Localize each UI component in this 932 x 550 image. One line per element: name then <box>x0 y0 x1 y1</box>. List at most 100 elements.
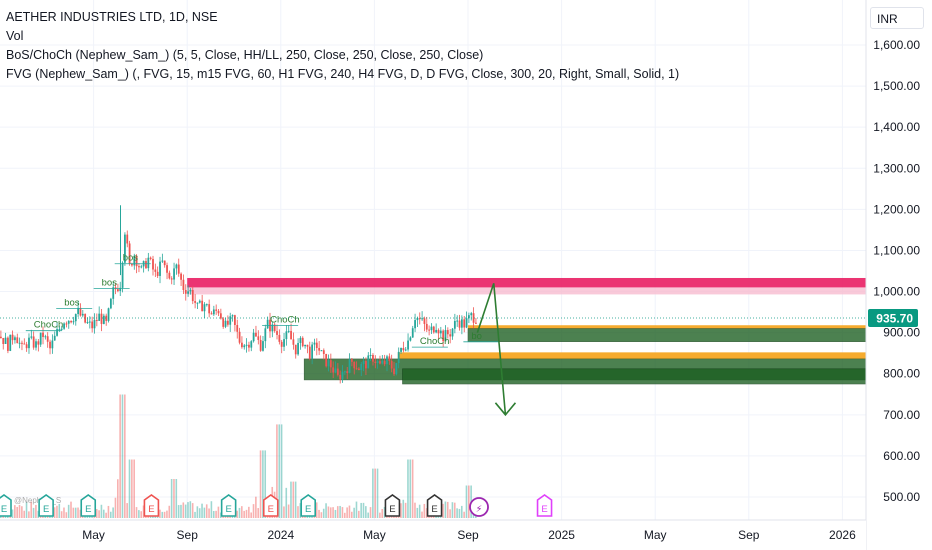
price-tick-label: 1,200.00 <box>873 202 920 216</box>
candle-body <box>170 278 173 280</box>
bos-indicator-label[interactable]: BoS/ChoCh (Nephew_Sam_) (5, 5, Close, HH… <box>6 48 484 62</box>
candle-body <box>325 353 328 367</box>
candle-body <box>81 313 84 316</box>
candle-body <box>294 344 297 355</box>
volume-bar <box>119 394 121 518</box>
price-tick-label: 1,000.00 <box>873 285 920 299</box>
candle-body <box>161 260 164 262</box>
volume-bar <box>121 394 124 518</box>
svg-text:E: E <box>43 504 49 515</box>
volume-bar <box>25 501 28 518</box>
volume-bar <box>241 506 243 518</box>
candle-body <box>435 329 438 333</box>
volume-bar <box>194 511 196 518</box>
price-tick-label: 1,600.00 <box>873 38 920 52</box>
candle-body <box>215 309 218 311</box>
volume-bar <box>423 503 426 518</box>
candle-body <box>276 331 278 335</box>
volume-bar <box>451 502 454 518</box>
symbol-title[interactable]: AETHER INDUSTRIES LTD, 1D, NSE <box>6 10 218 24</box>
candle-body <box>453 321 456 329</box>
volume-bar <box>126 503 128 518</box>
volume-bar <box>280 424 283 518</box>
volume-bar <box>117 479 119 518</box>
candle-body <box>91 321 94 329</box>
volume-bar <box>376 468 379 518</box>
volume-indicator-label[interactable]: Vol <box>6 29 24 43</box>
volume-bar <box>67 504 70 518</box>
earnings-event-icon[interactable]: E <box>384 494 401 517</box>
volume-bar <box>212 510 215 518</box>
volume-bar <box>79 509 82 518</box>
candle-body <box>257 336 260 340</box>
volume-bar <box>255 496 257 518</box>
candle-body <box>390 360 393 369</box>
svg-text:E: E <box>85 504 91 515</box>
volume-bar <box>418 504 421 518</box>
candle-body <box>147 257 150 269</box>
candle-body <box>117 289 119 292</box>
time-tick-label: May <box>363 528 386 542</box>
fvg-indicator-label[interactable]: FVG (Nephew_Sam_) (, FVG, 15, m15 FVG, 6… <box>6 67 680 81</box>
candle-body <box>407 340 409 350</box>
candle-body <box>472 313 475 323</box>
volume-bar <box>329 507 332 518</box>
candle-body <box>395 362 398 375</box>
earnings-event-icon[interactable]: E <box>38 494 54 517</box>
candle-body <box>72 321 75 323</box>
candle-body <box>372 354 374 362</box>
volume-bar <box>196 506 199 518</box>
candle-body <box>131 263 133 266</box>
earnings-event-icon[interactable]: E <box>426 494 443 517</box>
earnings-event-icon[interactable]: E <box>80 494 97 517</box>
volume-bar <box>463 511 465 518</box>
candle-body <box>133 255 136 266</box>
last-price-badge <box>868 308 918 327</box>
candle-body <box>369 354 372 356</box>
candle-body <box>432 326 435 333</box>
split-event-icon[interactable]: ⚡ <box>469 497 489 517</box>
earnings-event-icon[interactable]: E <box>143 494 160 517</box>
volume-bar <box>325 503 327 518</box>
volume-bar <box>14 505 16 518</box>
candle-body <box>376 361 379 363</box>
earnings-event-icon[interactable]: E <box>220 494 237 517</box>
volume-bar <box>114 497 117 518</box>
volume-bar <box>285 487 288 518</box>
candle-body <box>397 351 400 363</box>
candle-body <box>224 320 227 327</box>
projection-arrowhead <box>494 402 517 417</box>
volume-bar <box>65 512 68 518</box>
candle-body <box>365 361 367 369</box>
candle-body <box>355 368 358 370</box>
candle-body <box>430 326 433 331</box>
candle-body <box>460 319 463 328</box>
candle-body <box>226 320 229 325</box>
volume-bar <box>421 511 423 518</box>
candle-body <box>28 337 30 349</box>
volume-bar <box>32 507 35 518</box>
structure-label: bos <box>64 298 80 309</box>
candle-body <box>175 264 178 269</box>
volume-bar <box>72 507 75 518</box>
volume-bar <box>140 511 142 518</box>
candle-body <box>351 359 353 362</box>
earnings-event-icon[interactable]: E <box>0 494 12 517</box>
structure-label: ChoCh <box>420 336 450 347</box>
candle-body <box>65 323 68 325</box>
svg-text:E: E <box>225 504 231 515</box>
volume-bar <box>215 510 217 518</box>
candle-body <box>308 346 311 359</box>
earnings-event-icon[interactable]: E <box>536 494 553 517</box>
candle-body <box>187 291 189 294</box>
chart-legend: AETHER INDUSTRIES LTD, 1D, NSE Vol BoS/C… <box>6 8 679 84</box>
candle-body <box>44 336 47 338</box>
candle-body <box>475 322 477 324</box>
earnings-event-icon[interactable]: E <box>262 494 279 517</box>
price-tick-label: 500.00 <box>883 490 920 504</box>
currency-button[interactable]: INR <box>870 7 924 29</box>
earnings-event-icon[interactable]: E <box>300 494 317 517</box>
candle-body <box>292 339 295 345</box>
